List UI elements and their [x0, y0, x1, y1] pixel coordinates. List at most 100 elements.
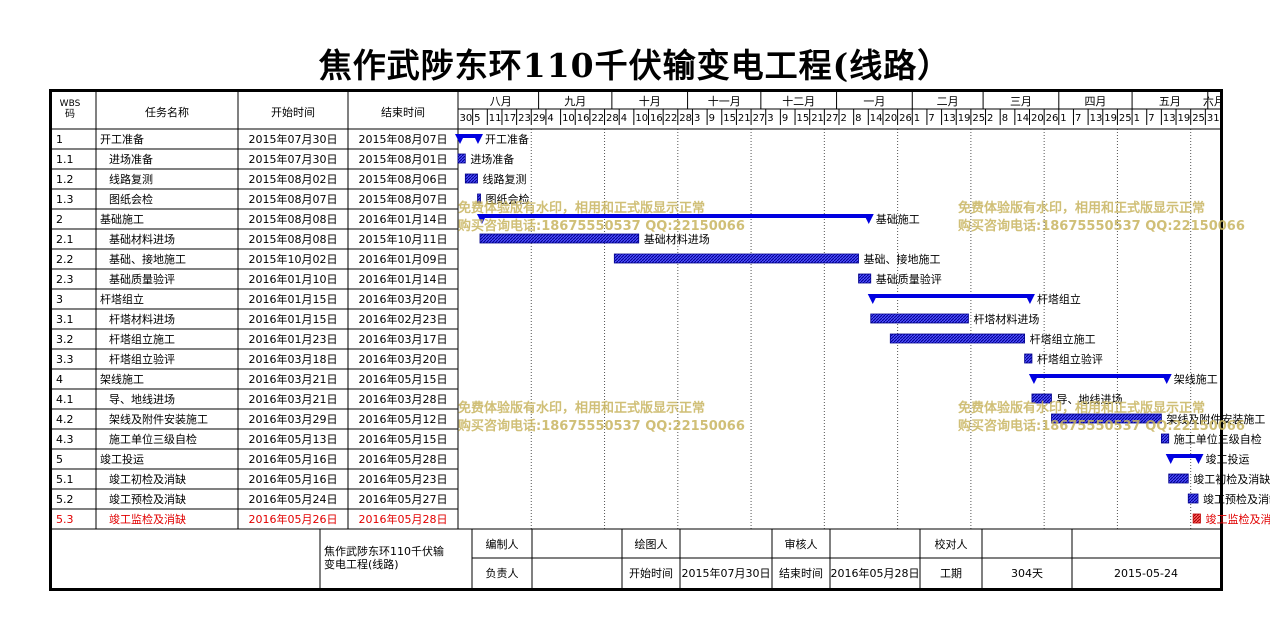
- day-tick-label: 7: [1148, 113, 1154, 124]
- task-end: 2015年08月07日: [359, 192, 448, 206]
- start-col-header: 开始时间: [271, 105, 315, 119]
- summary-bar: [1168, 454, 1201, 458]
- watermark-line2: 购买咨询电话:18675550537 QQ:22150066: [958, 218, 1245, 234]
- task-bar: [1031, 393, 1052, 404]
- task-start: 2015年08月08日: [249, 212, 338, 226]
- bar-label: 导、地线进场: [1056, 392, 1122, 406]
- day-tick-label: 4: [547, 113, 553, 124]
- name-col-header: 任务名称: [145, 105, 189, 119]
- task-bar: [1168, 473, 1189, 484]
- task-start: 2016年03月18日: [249, 352, 338, 366]
- watermark-line1: 免费体验版有水印，相用和正式版显示正常: [958, 400, 1205, 416]
- day-tick-label: 19: [1178, 113, 1191, 124]
- summary-bar-start-cap: [1028, 374, 1039, 384]
- task-start: 2016年01月10日: [249, 272, 338, 286]
- task-wbs: 2.3: [56, 273, 74, 286]
- day-tick-label: 25: [1192, 113, 1205, 124]
- task-name: 杆塔组立验评: [109, 352, 175, 366]
- summary-bar: [870, 294, 1032, 298]
- task-bar: [1160, 433, 1170, 444]
- day-tick-label: 16: [650, 113, 663, 124]
- task-end: 2016年03月20日: [359, 352, 448, 366]
- month-label: 六月: [1203, 95, 1225, 108]
- task-name: 基础、接地施工: [109, 253, 186, 266]
- bar-label: 架线及附件安装施工: [1166, 412, 1265, 426]
- footer-start-label: 开始时间: [629, 566, 673, 580]
- watermark-line1: 免费体验版有水印，相用和正式版显示正常: [458, 400, 705, 416]
- task-name: 竣工初检及消缺: [109, 472, 186, 486]
- month-label: 一月: [863, 95, 885, 108]
- bar-label: 基础材料进场: [644, 232, 710, 246]
- task-wbs: 5: [56, 453, 63, 466]
- task-start: 2016年01月23日: [249, 332, 338, 346]
- task-wbs: 1: [56, 133, 63, 146]
- task-wbs: 3: [56, 293, 63, 306]
- gantt-frame: [49, 89, 1223, 591]
- summary-bar: [458, 134, 480, 138]
- task-wbs: 4.2: [56, 413, 74, 426]
- task-name: 基础施工: [100, 213, 144, 226]
- task-name: 进场准备: [109, 152, 153, 166]
- task-bar: [1024, 353, 1033, 364]
- watermark-line2: 购买咨询电话:18675550537 QQ:22150066: [958, 418, 1245, 434]
- task-wbs: 1.2: [56, 173, 74, 186]
- day-tick-label: 2: [987, 113, 993, 124]
- day-tick-label: 14: [870, 113, 883, 124]
- day-tick-label: 2: [841, 113, 847, 124]
- bar-label: 进场准备: [470, 152, 514, 166]
- task-name: 线路复测: [109, 172, 153, 186]
- month-label: 三月: [1010, 95, 1032, 108]
- task-end: 2016年01月14日: [359, 212, 448, 226]
- task-wbs: 5.3: [56, 513, 74, 526]
- task-start: 2015年08月07日: [249, 192, 338, 206]
- day-tick-label: 22: [591, 113, 604, 124]
- task-wbs: 3.1: [56, 313, 74, 326]
- bar-label: 基础、接地施工: [864, 253, 941, 266]
- month-label: 四月: [1084, 95, 1106, 108]
- day-tick-label: 14: [1016, 113, 1029, 124]
- task-start: 2015年07月30日: [249, 152, 338, 166]
- footer-project-name-b: 变电工程(线路): [324, 557, 399, 571]
- day-tick-label: 20: [884, 113, 897, 124]
- task-wbs: 2.2: [56, 253, 74, 266]
- day-tick-label: 10: [562, 113, 575, 124]
- task-start: 2015年08月02日: [249, 172, 338, 186]
- task-name: 杆塔组立施工: [109, 332, 175, 346]
- day-tick-label: 1: [1134, 113, 1140, 124]
- day-tick-label: 19: [958, 113, 971, 124]
- task-name: 基础质量验评: [109, 272, 175, 286]
- task-bar: [464, 173, 478, 184]
- task-end: 2016年03月28日: [359, 392, 448, 406]
- task-name: 竣工监检及消缺: [109, 512, 186, 526]
- summary-bar-start-cap: [476, 214, 487, 224]
- watermark-line2: 购买咨询电话:18675550537 QQ:22150066: [458, 418, 745, 434]
- task-end: 2016年03月20日: [359, 292, 448, 306]
- footer-duration-label: 工期: [940, 567, 962, 580]
- day-tick-label: 31: [1207, 113, 1220, 124]
- task-name: 架线及附件安装施工: [109, 412, 208, 426]
- day-tick-label: 1: [914, 113, 920, 124]
- day-tick-label: 25: [1119, 113, 1132, 124]
- footer-start-value: 2015年07月30日: [682, 566, 771, 580]
- task-start: 2016年05月26日: [249, 512, 338, 526]
- day-tick-label: 21: [811, 113, 824, 124]
- day-tick-label: 13: [943, 113, 956, 124]
- day-tick-label: 27: [826, 113, 839, 124]
- task-wbs: 5.1: [56, 473, 74, 486]
- month-label: 十月: [639, 94, 661, 108]
- task-end: 2015年08月06日: [359, 172, 448, 186]
- bar-label: 施工单位三级自检: [1174, 432, 1262, 446]
- task-end: 2016年05月23日: [359, 472, 448, 486]
- footer-compiler-label: 编制人: [486, 537, 519, 551]
- summary-bar-end-cap: [1193, 454, 1204, 464]
- task-start: 2016年01月15日: [249, 292, 338, 306]
- footer-date-value: 2015-05-24: [1114, 567, 1178, 580]
- day-tick-label: 8: [1002, 113, 1008, 124]
- day-tick-label: 11: [489, 113, 502, 124]
- day-tick-label: 17: [503, 113, 516, 124]
- task-wbs: 1.1: [56, 153, 74, 166]
- wbs-col-header-b: 码: [65, 108, 75, 120]
- task-name: 竣工投运: [100, 452, 144, 466]
- footer-end-label: 结束时间: [779, 567, 823, 580]
